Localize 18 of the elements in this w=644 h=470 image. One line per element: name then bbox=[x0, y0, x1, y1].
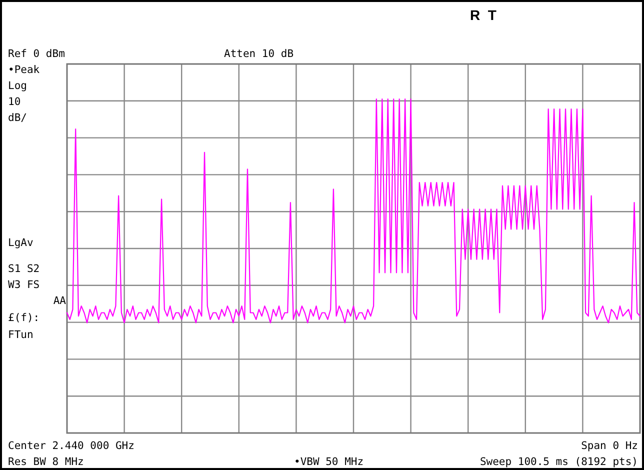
text: £(f): bbox=[8, 312, 40, 324]
text: S1 S2 bbox=[8, 263, 40, 275]
text: FTun bbox=[8, 329, 34, 341]
text: dB/ bbox=[8, 112, 27, 124]
text: •VBW 50 MHz bbox=[294, 456, 364, 468]
text: Res BW 8 MHz bbox=[8, 456, 84, 468]
text: Atten 10 dB bbox=[224, 48, 294, 60]
text: W3 FS bbox=[8, 279, 40, 291]
text: •Peak bbox=[8, 64, 40, 76]
text: R T bbox=[470, 7, 497, 23]
text: 10 bbox=[8, 96, 21, 108]
text: AA bbox=[53, 295, 67, 307]
text: Log bbox=[8, 80, 27, 92]
text: Sweep 100.5 ms (8192 pts) bbox=[480, 456, 638, 468]
text: Center 2.440 000 GHz bbox=[8, 440, 134, 452]
text: LgAv bbox=[8, 237, 34, 249]
text: Span 0 Hz bbox=[581, 440, 638, 452]
text: Ref 0 dBm bbox=[8, 48, 65, 60]
